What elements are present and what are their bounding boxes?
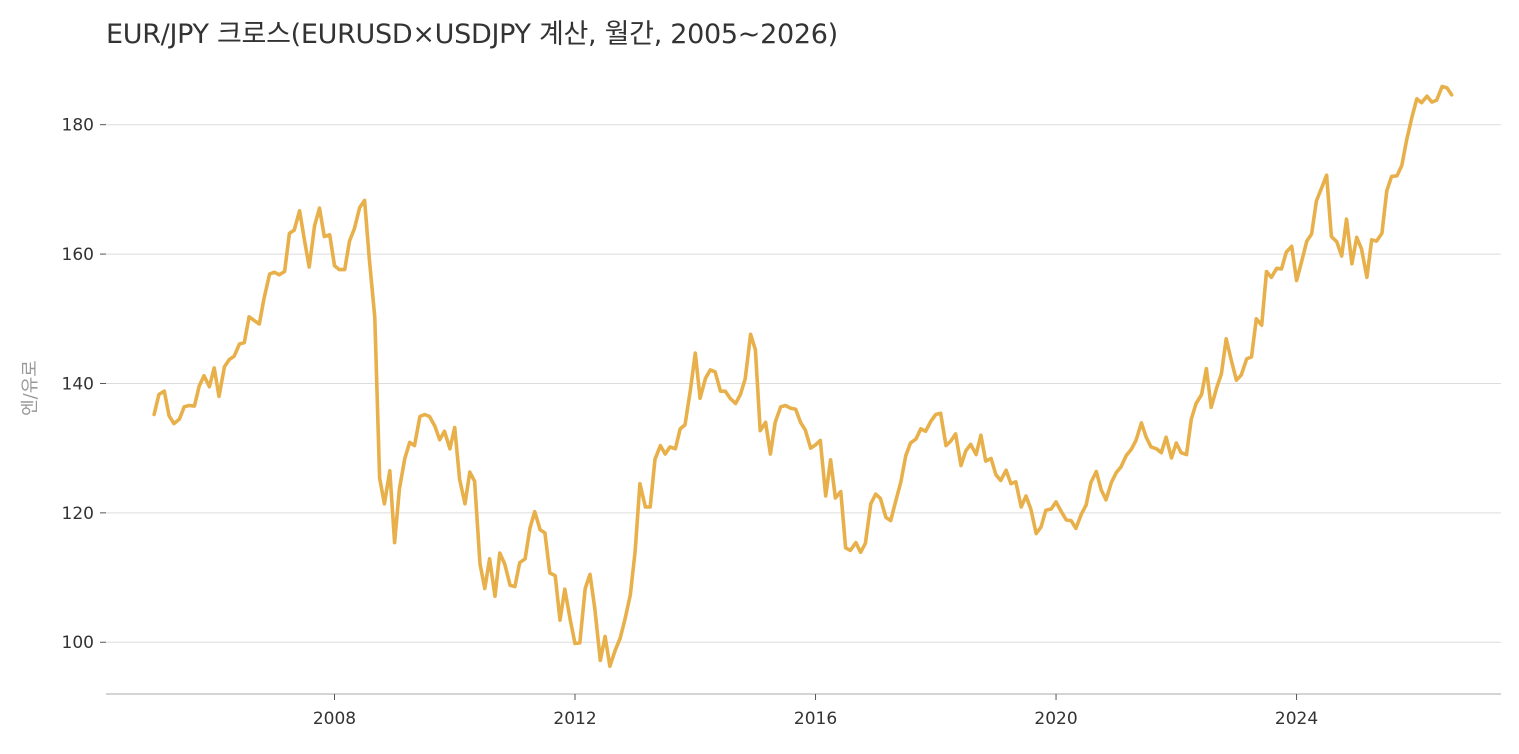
series-line [152,84,1454,669]
y-tick-label: 180 [62,116,94,136]
gridlines [106,124,1501,643]
chart-title: EUR/JPY 크로스(EURUSD×USDJPY 계산, 월간, 2005~2… [106,19,838,50]
axes: 100 120 140 160 180 2008 2012 2016 2020 2024 [62,116,1501,729]
y-tick-label: 140 [62,374,94,394]
x-tick-label: 2020 [1034,709,1077,729]
x-tick-label: 2016 [794,709,837,729]
series-layer [152,84,1454,669]
y-tick-label: 120 [62,504,94,524]
y-tick-label: 100 [62,633,94,653]
x-tick-label: 2008 [313,709,356,729]
x-tick-label: 2024 [1275,709,1318,729]
y-tick-label: 160 [62,245,94,265]
y-axis-label: 엔/유로 [20,360,41,416]
x-tick-label: 2012 [553,709,596,729]
